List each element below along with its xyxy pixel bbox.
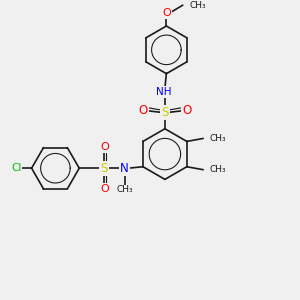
Text: N: N — [120, 162, 129, 175]
Text: CH₃: CH₃ — [189, 1, 206, 10]
Text: S: S — [100, 162, 107, 175]
Text: CH₃: CH₃ — [210, 165, 226, 174]
Text: O: O — [139, 104, 148, 117]
Text: NH: NH — [156, 87, 171, 98]
Text: O: O — [162, 8, 171, 18]
Text: CH₃: CH₃ — [116, 185, 133, 194]
Text: O: O — [100, 184, 109, 194]
Text: S: S — [161, 106, 169, 119]
Text: Cl: Cl — [11, 163, 21, 173]
Text: O: O — [182, 104, 191, 117]
Text: CH₃: CH₃ — [210, 134, 226, 143]
Text: O: O — [100, 142, 109, 152]
